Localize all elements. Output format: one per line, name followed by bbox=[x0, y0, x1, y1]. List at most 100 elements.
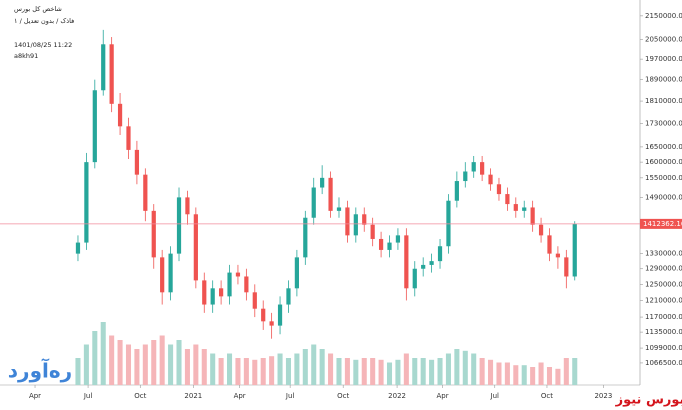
volume-bar bbox=[538, 362, 544, 385]
candle-body bbox=[286, 288, 291, 305]
candle-body bbox=[387, 242, 392, 250]
candle-body bbox=[244, 276, 249, 293]
volume-bar bbox=[370, 358, 376, 385]
watermark-news: بورس نیوز bbox=[615, 393, 682, 408]
volume-bar bbox=[260, 358, 266, 385]
candle-body bbox=[303, 217, 308, 258]
volume-bar bbox=[412, 358, 418, 385]
volume-bar bbox=[336, 358, 342, 385]
candle-body bbox=[538, 224, 544, 236]
candle-body bbox=[168, 253, 173, 293]
x-tick-label: Oct bbox=[541, 392, 553, 400]
volume-bar bbox=[125, 344, 132, 385]
x-tick-label: Oct bbox=[337, 392, 349, 400]
volume-bar bbox=[218, 358, 224, 385]
candle-body bbox=[345, 207, 350, 236]
y-tick-label: 1210000.00 bbox=[645, 296, 682, 304]
y-tick-label: 1600000.00 bbox=[645, 158, 682, 166]
volume-bar bbox=[252, 359, 258, 385]
candle-body bbox=[269, 321, 274, 326]
volume-bar bbox=[437, 358, 443, 385]
price-label-box bbox=[640, 218, 682, 229]
volume-bar bbox=[344, 358, 350, 385]
y-tick-label: 1490000.00 bbox=[645, 193, 682, 201]
volume-bar bbox=[513, 365, 519, 385]
candle-body bbox=[202, 280, 207, 305]
volume-bar bbox=[479, 358, 485, 385]
candle-body bbox=[564, 257, 569, 277]
volume-bar bbox=[445, 353, 451, 385]
x-tick-label: Apr bbox=[29, 392, 41, 400]
candle-body bbox=[75, 242, 81, 254]
candle-body bbox=[134, 149, 140, 175]
volume-bar bbox=[151, 340, 157, 385]
volume-bar bbox=[361, 358, 367, 385]
candle-body bbox=[463, 171, 468, 182]
volume-bar bbox=[210, 353, 216, 385]
y-tick-label: 1650000.00 bbox=[645, 143, 682, 151]
volume-bar bbox=[504, 362, 510, 385]
candle-body bbox=[547, 235, 552, 254]
candle-body bbox=[353, 214, 358, 236]
volume-bar bbox=[488, 359, 494, 385]
volume-bar bbox=[530, 367, 536, 385]
candle-body bbox=[336, 207, 342, 211]
volume-bar bbox=[277, 353, 283, 385]
y-tick-label: 1250000.00 bbox=[645, 280, 682, 288]
volume-bar bbox=[319, 349, 325, 385]
candle-body bbox=[513, 204, 518, 211]
candle-body bbox=[404, 235, 409, 289]
volume-bar bbox=[168, 344, 174, 385]
x-tick-label: Oct bbox=[134, 392, 146, 400]
volume-bar bbox=[563, 358, 569, 385]
y-tick-label: 1890000.00 bbox=[645, 76, 682, 84]
candle-body bbox=[193, 214, 198, 281]
candle-body bbox=[143, 174, 148, 211]
volume-bar bbox=[546, 367, 553, 385]
candle-body bbox=[151, 210, 156, 258]
y-tick-label: 1730000.00 bbox=[645, 119, 682, 127]
candle-body bbox=[362, 214, 367, 225]
candle-body bbox=[446, 200, 451, 247]
volume-bar bbox=[378, 359, 384, 385]
chart-subtitle: فاذک / بدون تعدیل / ۱ bbox=[14, 17, 74, 25]
volume-bar bbox=[235, 358, 241, 385]
watermark-logo: ره‌آورد bbox=[8, 358, 72, 383]
candle-body bbox=[101, 44, 106, 91]
candle-body bbox=[294, 257, 299, 289]
y-tick-label: 1170000.00 bbox=[645, 313, 682, 321]
volume-bar bbox=[311, 344, 317, 385]
candle-body bbox=[555, 253, 561, 258]
x-tick-label: Apr bbox=[234, 392, 246, 400]
volume-bar bbox=[159, 335, 165, 385]
volume-bar bbox=[302, 349, 308, 385]
volume-bar bbox=[184, 349, 190, 385]
candle-body bbox=[522, 207, 527, 211]
candle-body bbox=[210, 288, 215, 305]
y-tick-label: 1550000.00 bbox=[645, 174, 682, 182]
x-tick-label: Jul bbox=[490, 392, 500, 400]
volume-bar bbox=[555, 368, 561, 385]
candle-body bbox=[378, 238, 384, 250]
volume-bar bbox=[462, 350, 468, 385]
volume-bar bbox=[269, 356, 275, 385]
volume-bar bbox=[353, 359, 359, 385]
price-label: 1412362.16 bbox=[643, 220, 682, 228]
candle-body bbox=[530, 207, 535, 225]
x-tick-label: 2021 bbox=[184, 392, 202, 400]
candle-body bbox=[117, 103, 123, 127]
volume-bar bbox=[193, 344, 199, 385]
volume-bar bbox=[328, 353, 334, 385]
volume-bar bbox=[142, 344, 148, 385]
candle-body bbox=[429, 261, 434, 265]
volume-bar bbox=[176, 340, 182, 385]
candle-body bbox=[219, 288, 224, 297]
volume-bar bbox=[395, 359, 401, 385]
candle-body bbox=[176, 197, 182, 254]
y-tick-label: 1099000.00 bbox=[645, 344, 682, 352]
y-tick-label: 2050000.00 bbox=[645, 35, 682, 43]
candle-body bbox=[109, 44, 114, 104]
volume-bar bbox=[420, 358, 426, 385]
candle-body bbox=[235, 272, 241, 277]
